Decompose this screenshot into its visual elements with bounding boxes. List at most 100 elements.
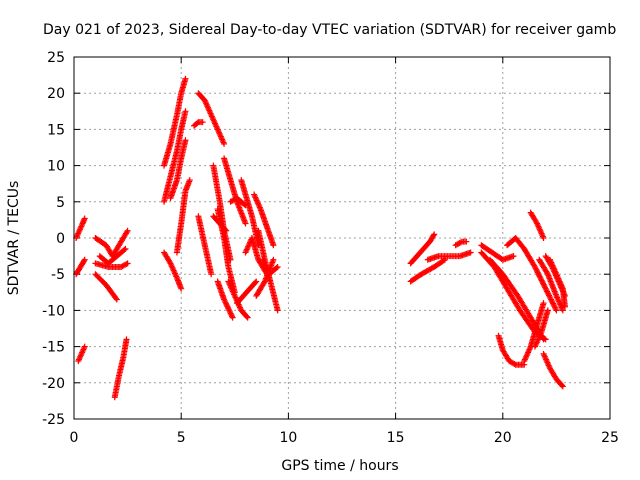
data-point [510,253,517,260]
series-arc-d4 [173,177,193,256]
data-point [225,304,232,311]
data-point [539,278,546,285]
series-arc-g3 [227,195,249,209]
y-tick-label: -15 [42,340,65,356]
data-point [244,314,251,321]
data-point [544,307,551,314]
data-point [535,272,542,279]
data-point [544,289,551,296]
series-arc-e3 [195,213,215,278]
data-point [242,220,249,227]
data-point [430,232,437,239]
data-point [121,246,128,253]
series-arc-b4 [92,260,131,270]
series-arc-d1 [161,75,189,169]
ticks-layer: 0 5 10 15 20 25 -25 -20 -15 -10 -5 0 5 10 15 20 25 [42,50,619,446]
data-point [552,306,559,313]
series-arc-h2 [233,278,260,307]
series-arc-l1 [495,332,528,368]
data-point [208,271,215,278]
data-point [270,242,277,249]
data-point [541,282,548,289]
x-tick-label: 25 [601,430,619,446]
data-point [221,297,228,304]
series-arc-m4 [542,253,568,299]
data-point [542,284,549,291]
series-arc-k1 [478,242,517,263]
x-axis-label: GPS time / hours [281,458,398,474]
data-point [229,314,236,321]
data-point [123,261,130,268]
data-point [561,292,568,299]
data-point [537,276,544,283]
series-arc-e2 [191,119,206,129]
series-arc-m1 [527,209,547,241]
data-point [81,257,88,264]
data-point [223,300,230,307]
data-point [224,303,231,310]
x-tick-label: 15 [387,430,405,446]
x-tick-label: 20 [494,430,512,446]
x-tick-label: 5 [177,430,186,446]
grid-layer [74,57,610,419]
data-point [431,231,438,238]
series-arc-j3 [424,249,474,263]
data-point [548,297,555,304]
data-point [221,140,228,147]
y-tick-label: 5 [56,195,65,211]
data-point [222,226,229,233]
series-arc-b2 [92,227,131,260]
series-arc-l2 [521,300,547,365]
data-point [123,229,130,236]
data-point [112,295,119,302]
data-point [440,257,447,264]
data-point [226,307,233,314]
y-tick-label: -5 [51,267,65,283]
y-tick-label: -10 [42,303,65,319]
data-point [542,285,549,292]
series-arc-j2 [407,256,448,285]
data-point [549,299,556,306]
data-point [467,249,474,256]
data-point [540,280,546,287]
data-point [511,360,518,367]
series-arc-a3 [75,343,88,365]
y-axis-label: SDTVAR / TECUs [6,181,22,296]
data-point [227,310,234,317]
series-arc-b3 [96,245,129,267]
data-point [122,245,129,252]
data-point [548,296,555,303]
data-point [178,285,185,292]
data-point [540,336,547,343]
data-marks [73,75,568,401]
data-point [457,239,464,246]
data-point [81,343,88,350]
data-point [243,313,250,320]
data-point [113,296,120,303]
series-arc-d2 [161,108,189,205]
data-point [81,215,88,222]
series-arc-c1 [111,336,130,401]
series-arc-k4 [504,235,560,314]
series-arc-m2 [536,256,566,314]
data-point [558,382,565,389]
data-point [559,383,566,390]
data-point [124,227,131,234]
chart-title: Day 021 of 2023, Sidereal Day-to-day VTE… [43,22,616,38]
series-arc-f3 [214,278,236,321]
data-point [223,302,230,309]
data-point [463,238,470,245]
y-tick-label: 15 [47,122,65,138]
data-point [182,75,189,82]
data-point [186,177,193,184]
data-point [534,269,541,276]
data-point [228,313,235,320]
series-arc-f4 [210,213,230,234]
data-point [545,291,552,298]
data-point [540,235,547,241]
data-point [223,227,230,234]
data-point [182,108,189,115]
series-arc-n1 [540,350,566,390]
y-tick-label: 20 [47,86,65,102]
data-point [124,260,131,267]
